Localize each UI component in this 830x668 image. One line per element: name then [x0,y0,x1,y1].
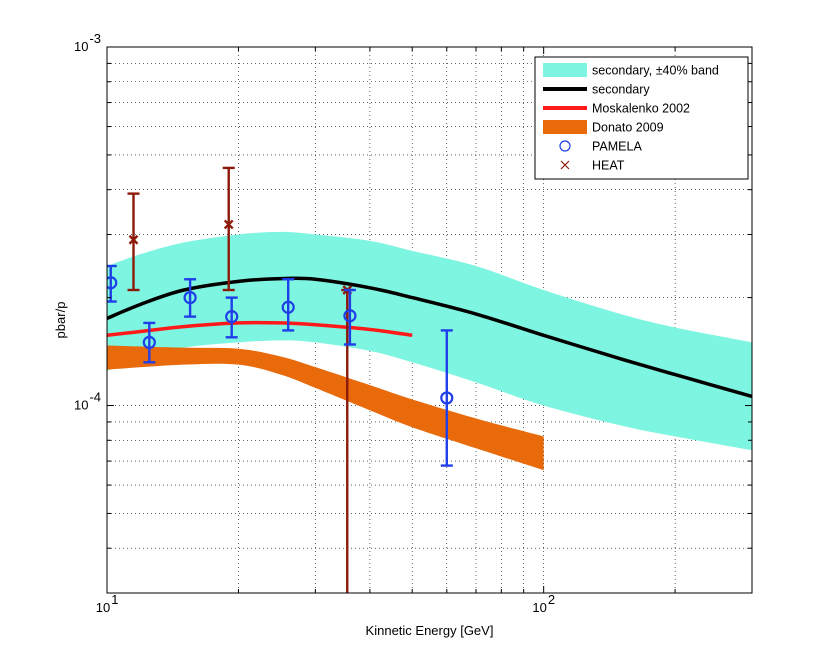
heat-marker [128,234,139,245]
pamela-marker [183,291,197,305]
tick-label-exponent: 1 [111,592,118,607]
pamela-marker [440,391,454,405]
y-tick-label: 10-3 [74,31,101,54]
legend-box [534,56,749,180]
data-layer [107,166,752,593]
tick-label-base: 10 [96,600,110,615]
pamela-marker [142,335,156,349]
donato-band [107,345,544,471]
tick-label-base: 10 [532,600,546,615]
legend-label: HEAT [592,159,625,173]
tick-label-base: 10 [74,39,88,54]
pamela-point [281,278,295,332]
legend-swatch [543,63,587,77]
legend-swatch [543,120,587,134]
tick-label-exponent: -4 [89,390,101,405]
pamela-point [142,321,156,364]
heat-point [127,192,140,292]
legend-item: secondary [543,83,650,97]
pamela-marker [281,300,295,314]
heat-point [222,166,235,292]
legend-item: secondary, ±40% band [543,63,719,78]
legend-item: HEAT [560,159,625,173]
axis-ticks [106,46,753,594]
pamela-point [343,288,357,346]
legend-item: Donato 2009 [543,120,664,135]
tick-label-exponent: 2 [548,592,555,607]
secondary-line [107,276,752,399]
pamela-point [107,264,118,303]
pamela-point [225,296,239,339]
tick-label-base: 10 [74,398,88,413]
legend: secondary, ±40% band secondary Moskalenko … [534,56,749,180]
legend-item: Moskalenko 2002 [543,102,690,116]
y-axis-label: pbar/p [53,302,68,339]
x-tick-label: 101 [96,592,119,615]
legend-marker [560,160,570,170]
tick-label-exponent: -3 [89,31,101,46]
legend-label: PAMELA [592,140,642,154]
legend-marker [559,140,571,152]
pamela-marker [107,276,118,290]
y-tick-label: 10-4 [74,390,101,413]
pamela-marker [343,309,357,323]
legend-label: secondary, ±40% band [592,64,719,78]
pamela-marker [225,310,239,324]
x-axis-label: Kinnetic Energy [GeV] [366,623,494,638]
secondary-band [107,231,752,451]
axes-frame [106,46,753,594]
moskalenko-line [107,320,413,338]
legend-label: secondary [592,83,650,97]
heat-marker [223,219,234,230]
legend-item: PAMELA [559,140,642,154]
pamela-point [440,329,454,467]
plot-area [107,47,752,593]
pamela-point [183,278,197,318]
legend-label: Donato 2009 [592,121,664,135]
legend-label: Moskalenko 2002 [592,102,690,116]
x-tick-label: 102 [532,592,555,615]
